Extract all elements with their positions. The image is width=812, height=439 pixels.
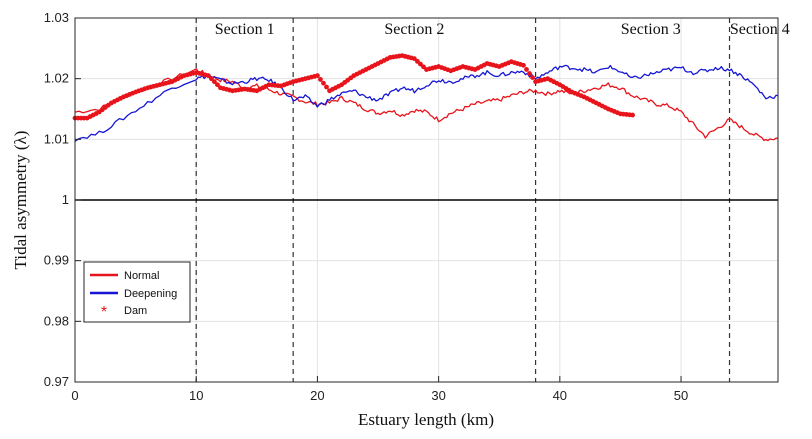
y-axis-label: Tidal asymmetry (λ) [11,131,30,270]
x-axis-label: Estuary length (km) [358,410,494,429]
y-tick-label-0: 0.97 [44,374,69,389]
series-line-deepening [74,64,779,142]
y-tick-label-1: 0.98 [44,313,69,328]
dam-point [215,82,220,88]
legend-label-dam: Dam [124,305,147,317]
x-tick-label-5: 50 [674,388,688,403]
series-markers-dam [72,53,635,121]
legend-label-deepening: Deepening [124,288,177,300]
y-tick-label-5: 1.02 [44,71,69,86]
dam-point [521,62,526,68]
x-tick-label-1: 10 [189,388,203,403]
legend-label-normal: Normal [124,270,159,282]
y-tick-label-2: 0.99 [44,253,69,268]
x-tick-label-4: 40 [553,388,567,403]
dam-point [524,67,529,72]
y-tick-label-6: 1.03 [44,10,69,25]
x-tick-label-0: 0 [71,388,78,403]
section-labels: Section 1 Section 2 Section 3 Section 4 [215,21,790,38]
x-axis-ticks: 0 10 20 30 40 50 [71,376,688,403]
dam-point [315,73,320,79]
dam-point [630,112,635,118]
y-tick-label-4: 1.01 [44,131,69,146]
series-layer [72,53,779,142]
dam-point [208,76,214,82]
dam-point [321,80,326,86]
dam-point [211,79,217,85]
section-label-4: Section 4 [730,21,790,38]
dam-point [324,84,329,90]
legend: Normal Deepening * Dam [83,261,191,323]
dam-point [318,77,323,82]
y-axis-ticks: 0.97 0.98 0.99 1 1.01 1.02 1.03 [44,10,81,389]
section-label-3: Section 3 [621,21,681,38]
legend-swatch-dam: * [101,304,107,321]
x-tick-label-2: 20 [310,388,324,403]
dam-point [527,71,532,76]
dam-point [205,73,211,79]
y-tick-label-3: 1 [62,192,69,207]
section-label-2: Section 2 [384,21,444,38]
x-tick-label-3: 30 [431,388,445,403]
dam-point [530,75,535,81]
section-label-1: Section 1 [215,21,275,38]
